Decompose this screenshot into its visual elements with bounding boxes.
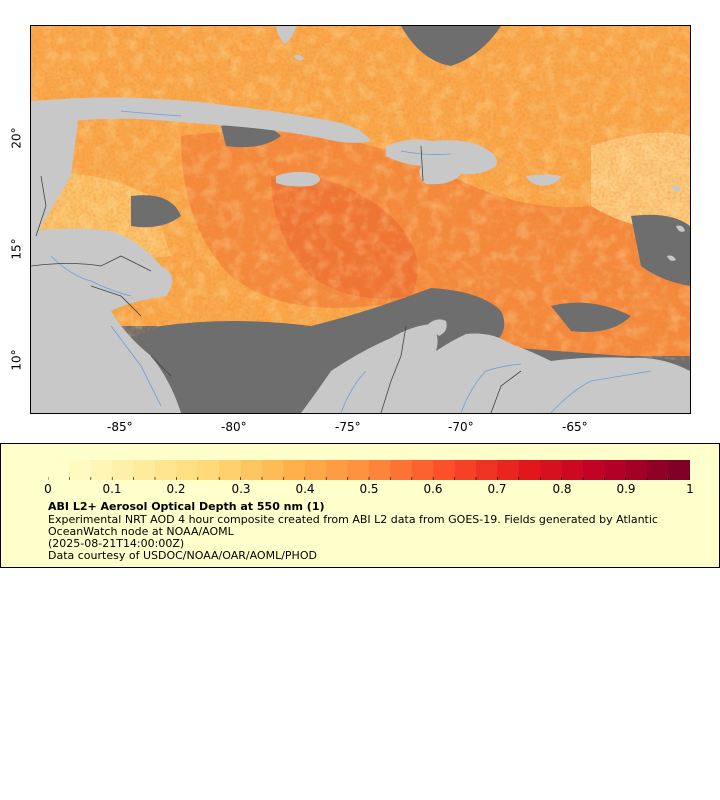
land-jamaica [276,171,320,187]
colorbar-tick-label: 0.5 [359,482,379,496]
colorbar-swatch [240,460,263,480]
colorbar-tick-label: 0.7 [487,482,507,496]
colorbar [48,460,690,480]
colorbar-swatch [369,460,391,480]
legend-title: ABI L2+ Aerosol Optical Depth at 550 nm … [48,500,325,513]
colorbar-swatch [411,460,434,480]
land-paraguana [426,319,447,336]
colorbar-swatch [48,460,70,480]
x-tick-label: -70° [448,420,474,434]
colorbar-swatch [433,460,456,480]
colorbar-tick-label: 0.4 [295,482,315,496]
map-panel[interactable] [30,25,691,414]
colorbar-tick-label: 0.3 [231,482,251,496]
legend-time: (2025-08-21T14:00:00Z) [48,537,185,550]
legend-description-cont: OceanWatch node at NOAA/AOML [48,525,234,538]
x-tick-label: -75° [335,420,361,434]
colorbar-swatch [390,460,413,480]
colorbar-tick-label: 0.1 [102,482,122,496]
colorbar-swatch [155,460,177,480]
x-tick-label: -85° [107,420,133,434]
colorbar-swatch [604,460,627,480]
colorbar-swatch [304,460,327,480]
aod-map[interactable] [31,26,690,413]
land-puerto-rico [526,174,561,186]
x-tick-label: -65° [562,420,588,434]
colorbar-swatch [668,460,690,480]
y-tick-label: 15° [9,238,24,260]
colorbar-swatch [133,460,156,480]
no-data-patch-e [631,214,690,286]
country-borders [31,145,522,413]
colorbar-swatch [90,460,113,480]
rivers [50,110,652,413]
land-hispaniola [386,139,497,185]
colorbar-swatch [262,460,284,480]
colorbar-swatch [497,460,520,480]
colorbar-tick-label: 0.2 [166,482,186,496]
colorbar-swatch [69,460,92,480]
colorbar-tick-label: 0.6 [423,482,443,496]
colorbar-swatch [176,460,199,480]
colorbar-swatch [583,460,605,480]
y-tick-label: 20° [9,127,24,149]
colorbar-swatch [540,460,563,480]
colorbar-swatch [625,460,648,480]
colorbar-swatch [476,460,498,480]
colorbar-swatch [518,460,541,480]
colorbar-swatch [283,460,306,480]
colorbar-swatch [326,460,349,480]
colorbar-tick-label: 0.8 [552,482,572,496]
no-data-patch-se [551,302,631,332]
colorbar-swatch [647,460,670,480]
legend-description: Experimental NRT AOD 4 hour composite cr… [48,513,658,526]
no-data-patch-nw [401,26,501,66]
land-cuba [36,97,371,143]
land-bahamas [276,26,304,61]
colorbar-swatch [112,460,135,480]
no-data-patch-w [131,195,181,228]
land-central-america [31,101,181,413]
colorbar-swatch [219,460,242,480]
colorbar-tick-label: 0 [44,482,52,496]
y-tick-label: 10° [9,349,24,371]
colorbar-swatch [197,460,220,480]
legend: 0 0.1 0.2 0.3 0.4 0.5 0.6 0.7 0.8 0.9 1 … [0,443,720,568]
legend-credit: Data courtesy of USDOC/NOAA/OAR/AOML/PHO… [48,549,317,562]
colorbar-swatch [347,460,370,480]
colorbar-swatch [561,460,584,480]
colorbar-tick-label: 0.9 [616,482,636,496]
colorbar-tick-label: 1 [686,482,694,496]
colorbar-swatch [454,460,477,480]
x-tick-label: -80° [221,420,247,434]
